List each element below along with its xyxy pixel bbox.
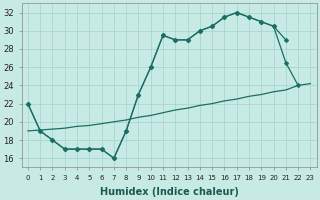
- X-axis label: Humidex (Indice chaleur): Humidex (Indice chaleur): [100, 187, 239, 197]
